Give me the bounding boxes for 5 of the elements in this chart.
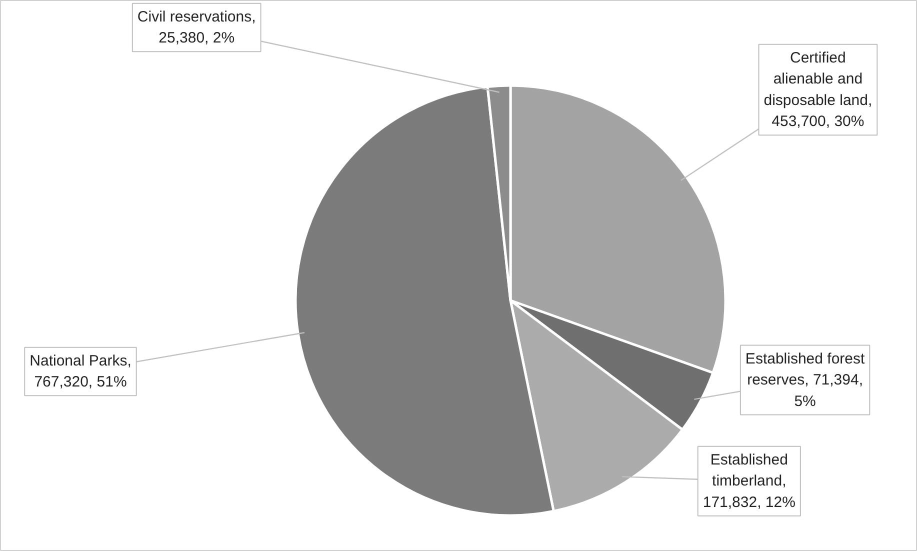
slice-label: Civil reservations, 25,380, 2% [137, 8, 256, 47]
slice-label: National Parks, 767,320, 51% [30, 352, 132, 391]
slice-label: Established forest reserves, 71,394, 5% [745, 350, 866, 410]
slice-label: Established timberland, 171,832, 12% [702, 451, 796, 511]
slice-label: Certified alienable and disposable land, 453,700, 30% [764, 49, 872, 130]
